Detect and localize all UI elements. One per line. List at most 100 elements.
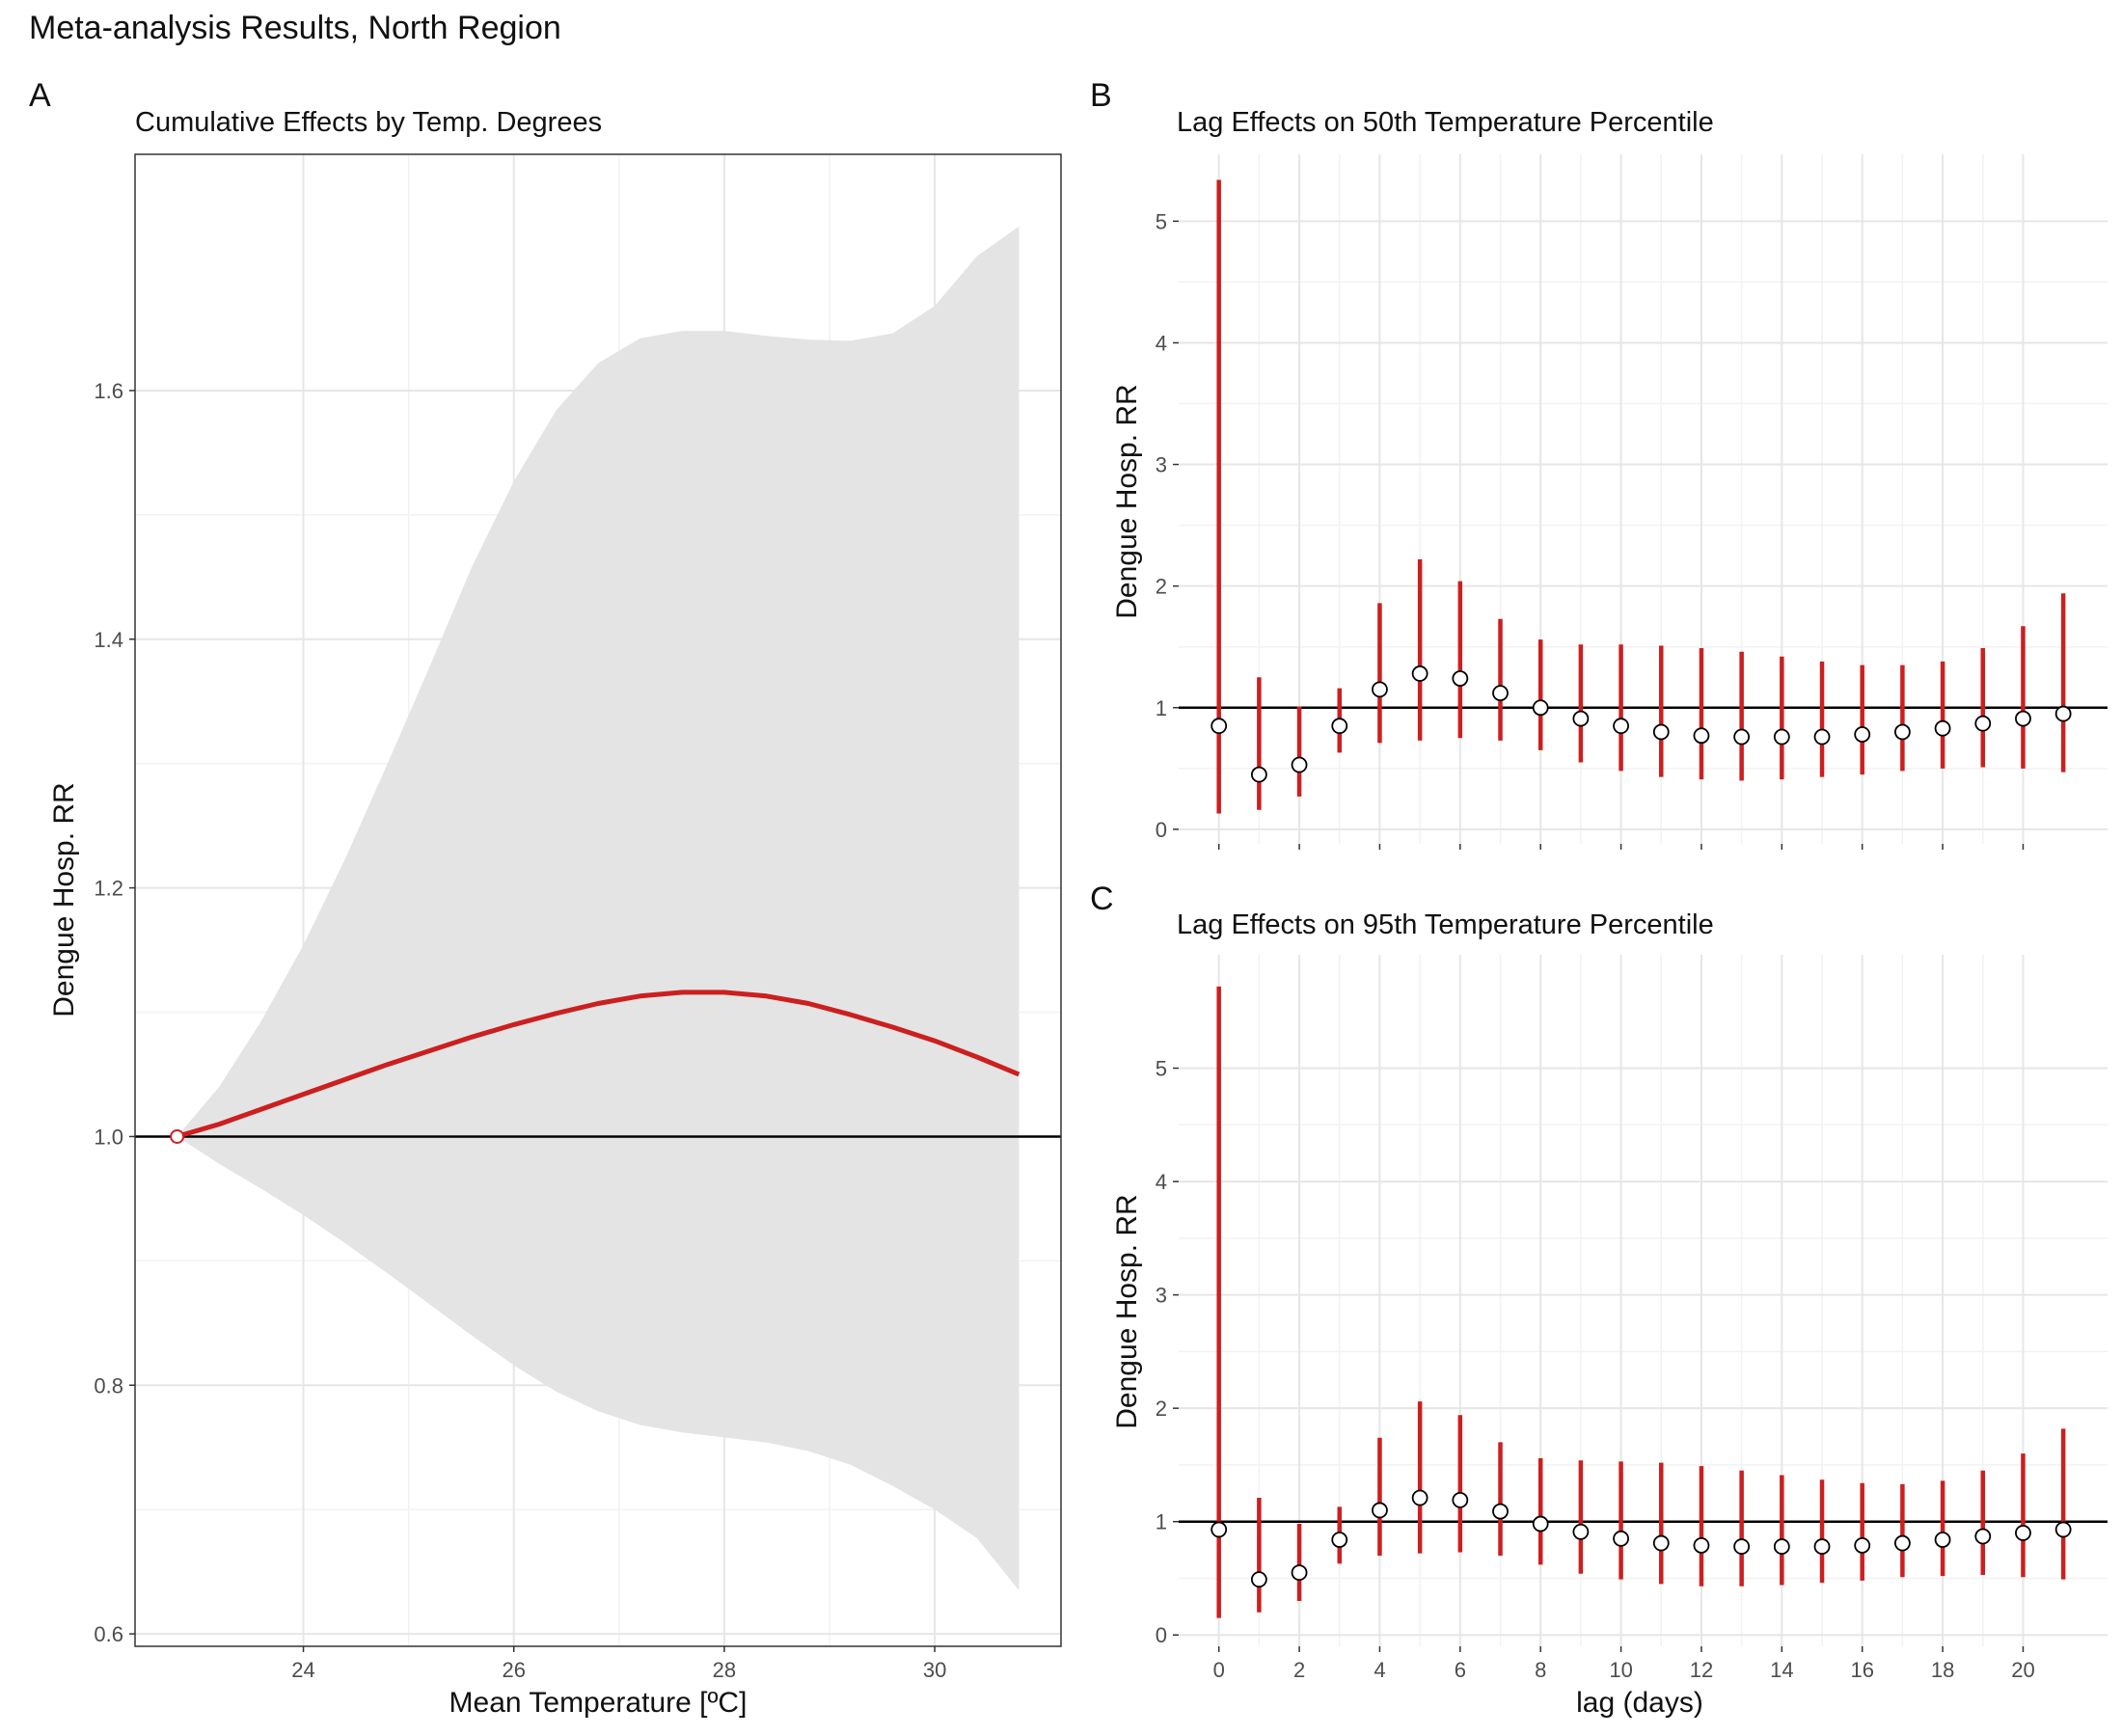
panel-c-x-tick-label: 6 [1455, 1658, 1466, 1682]
panel-c-y-axis-title: Dengue Hosp. RR [1111, 1194, 1143, 1428]
panel-b-point [2015, 710, 2031, 727]
panel-c-point [1250, 1571, 1267, 1588]
panel-c-point [1652, 1534, 1670, 1552]
panel-c-x-tick-label: 2 [1293, 1658, 1305, 1682]
panel-b-y-tick-label: 1 [1156, 696, 1167, 720]
panel-b-point [1452, 670, 1469, 687]
panel-b-point [1372, 681, 1388, 698]
panel-a-y-tick-label: 1.2 [94, 877, 123, 901]
panel-c-point [1974, 1528, 1992, 1545]
panel-a-frame [134, 153, 1062, 1647]
panel-c-point [1452, 1491, 1469, 1508]
panel-a-y-tick-label: 1.6 [94, 379, 123, 403]
panel-a-confidence-band [177, 226, 1020, 1590]
panel-b-point [1331, 718, 1348, 735]
panel-a-y-tick-label: 0.8 [94, 1373, 123, 1397]
panel-c-x-tick-label: 16 [1850, 1658, 1873, 1682]
panel-b-title: Lag Effects on 50th Temperature Percenti… [1177, 107, 1714, 138]
panel-c-y-tick-label: 5 [1156, 1057, 1167, 1081]
panel-a-y-axis-title: Dengue Hosp. RR [48, 782, 80, 1017]
panel-c-x-tick-label: 10 [1609, 1658, 1632, 1682]
panel-a-y-tick-label: 1.0 [94, 1125, 123, 1149]
panel-b-point [1250, 766, 1267, 783]
panel-b-point [1572, 710, 1590, 727]
panel-c-x-tick-label: 4 [1374, 1658, 1385, 1682]
panel-c-point [1211, 1521, 1228, 1538]
panel-a-x-axis-title: Mean Temperature [ºC] [449, 1687, 748, 1719]
panel-a-x-tick-label: 24 [291, 1658, 314, 1682]
panel-b-point [1934, 719, 1951, 737]
panel-b-y-axis-title: Dengue Hosp. RR [1111, 384, 1143, 618]
panel-a-x-tick-label: 30 [923, 1658, 946, 1682]
panel-c-point [1613, 1530, 1629, 1547]
panel-a-reference-point [170, 1128, 185, 1144]
panel-c-point [1733, 1538, 1751, 1555]
panel-c-x-tick-label: 0 [1213, 1658, 1225, 1682]
figure-title: Meta-analysis Results, North Region [29, 10, 561, 46]
panel-b-point [1813, 728, 1831, 746]
panel-c-y-tick-label: 3 [1156, 1284, 1167, 1308]
panel-c-point [1813, 1538, 1831, 1555]
panel-c-point [1773, 1538, 1790, 1555]
panel-a-x-tick-label: 26 [502, 1658, 525, 1682]
panel-c-point [1934, 1532, 1951, 1548]
panel-c-point [1854, 1536, 1871, 1554]
panel-c-title: Lag Effects on 95th Temperature Percenti… [1177, 909, 1714, 940]
panel-c: C Lag Effects on 95th Temperature Percen… [1090, 881, 2108, 1719]
panel-a-y-tick-label: 0.6 [94, 1622, 123, 1646]
panel-c-point [1291, 1564, 1308, 1581]
panel-b-point [1693, 727, 1710, 745]
panel-b-point [1411, 665, 1428, 682]
panel-c-x-tick-label: 8 [1535, 1658, 1546, 1682]
panel-c-x-tick-label: 18 [1931, 1658, 1954, 1682]
panel-b-point [1733, 728, 1751, 746]
panel-c-point [1572, 1523, 1590, 1540]
panel-a-effect-curve [176, 990, 1020, 1139]
panel-c-x-tick-label: 20 [2011, 1658, 2034, 1682]
panel-b-y-tick-label: 4 [1156, 331, 1167, 355]
panel-c-y-tick-label: 4 [1156, 1170, 1167, 1194]
panel-b-y-tick-label: 0 [1156, 818, 1167, 842]
panel-b-point [1652, 723, 1670, 741]
panel-b-y-tick-label: 2 [1156, 575, 1167, 599]
panel-b-point [1532, 699, 1549, 717]
panel-c-y-tick-label: 2 [1156, 1397, 1167, 1421]
panel-b: B Lag Effects on 50th Temperature Percen… [1090, 77, 2108, 850]
panel-b-point [1291, 756, 1308, 773]
panel-c-point [1411, 1489, 1428, 1506]
panel-c-y-tick-label: 0 [1156, 1623, 1167, 1647]
panel-b-point [1974, 715, 1992, 732]
panel-a-plot-area: 0.6 0.8 1.0 1.2 1.4 1.6 24 26 28 30 [94, 153, 1062, 1682]
panel-c-point [1492, 1503, 1509, 1520]
panel-b-point [1893, 723, 1911, 741]
panel-c-x-axis-title: lag (days) [1576, 1687, 1703, 1719]
panel-a-tag: A [29, 77, 51, 114]
panel-b-point [1854, 726, 1871, 743]
panel-a-title: Cumulative Effects by Temp. Degrees [135, 107, 602, 138]
panel-c-tag: C [1090, 881, 1114, 917]
panel-b-point [1492, 685, 1509, 702]
panel-b-plot-area: 0 1 2 3 4 5 [1156, 154, 2108, 850]
panel-c-point [1693, 1536, 1710, 1554]
panel-c-point [2054, 1521, 2072, 1538]
panel-b-point [1613, 718, 1629, 735]
panel-c-x-tick-label: 14 [1770, 1658, 1793, 1682]
panel-c-point [2015, 1525, 2031, 1541]
panel-a: A Cumulative Effects by Temp. Degrees 0.… [29, 77, 1062, 1719]
panel-b-point [1211, 718, 1228, 735]
panel-b-y-tick-label: 5 [1156, 209, 1167, 233]
panel-a-x-tick-label: 28 [713, 1658, 736, 1682]
panel-c-point [1532, 1515, 1549, 1533]
panel-b-tag: B [1090, 77, 1112, 114]
panel-c-point [1372, 1502, 1388, 1519]
panel-c-y-tick-label: 1 [1156, 1510, 1167, 1534]
panel-c-point [1893, 1534, 1911, 1552]
panel-a-y-tick-label: 1.4 [94, 628, 123, 652]
panel-b-point [2054, 705, 2072, 722]
panel-c-x-tick-label: 12 [1690, 1658, 1713, 1682]
panel-b-point [1773, 728, 1790, 746]
panel-b-y-tick-label: 3 [1156, 453, 1167, 477]
panel-c-point [1331, 1532, 1348, 1548]
